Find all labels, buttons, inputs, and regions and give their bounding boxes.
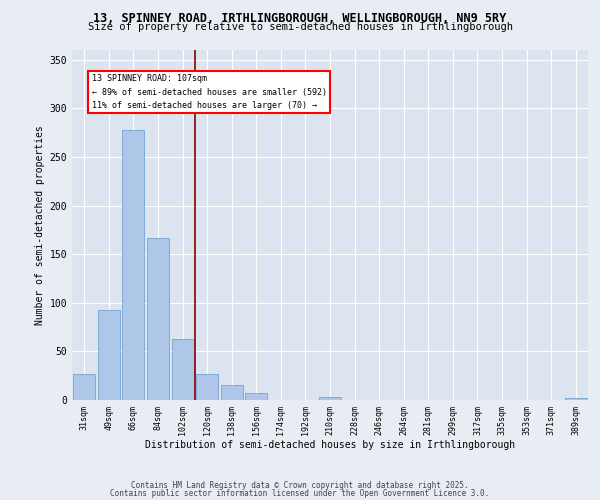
Bar (565, 398, 587, 400)
Bar (221, 386, 243, 400)
Bar (122, 130, 145, 400)
Bar (196, 374, 218, 400)
X-axis label: Distribution of semi-detached houses by size in Irthlingborough: Distribution of semi-detached houses by … (145, 440, 515, 450)
Bar (98, 310, 120, 400)
Bar (172, 339, 194, 400)
Text: 13, SPINNEY ROAD, IRTHLINGBOROUGH, WELLINGBOROUGH, NN9 5RY: 13, SPINNEY ROAD, IRTHLINGBOROUGH, WELLI… (94, 12, 506, 26)
Text: Contains public sector information licensed under the Open Government Licence 3.: Contains public sector information licen… (110, 488, 490, 498)
Text: 13 SPINNEY ROAD: 107sqm
← 89% of semi-detached houses are smaller (592)
11% of s: 13 SPINNEY ROAD: 107sqm ← 89% of semi-de… (92, 74, 326, 110)
Bar (73, 374, 95, 400)
Y-axis label: Number of semi-detached properties: Number of semi-detached properties (35, 125, 46, 325)
Bar (147, 238, 169, 400)
Text: Size of property relative to semi-detached houses in Irthlingborough: Size of property relative to semi-detach… (88, 22, 512, 32)
Bar (245, 393, 268, 400)
Bar (319, 397, 341, 400)
Text: Contains HM Land Registry data © Crown copyright and database right 2025.: Contains HM Land Registry data © Crown c… (131, 481, 469, 490)
